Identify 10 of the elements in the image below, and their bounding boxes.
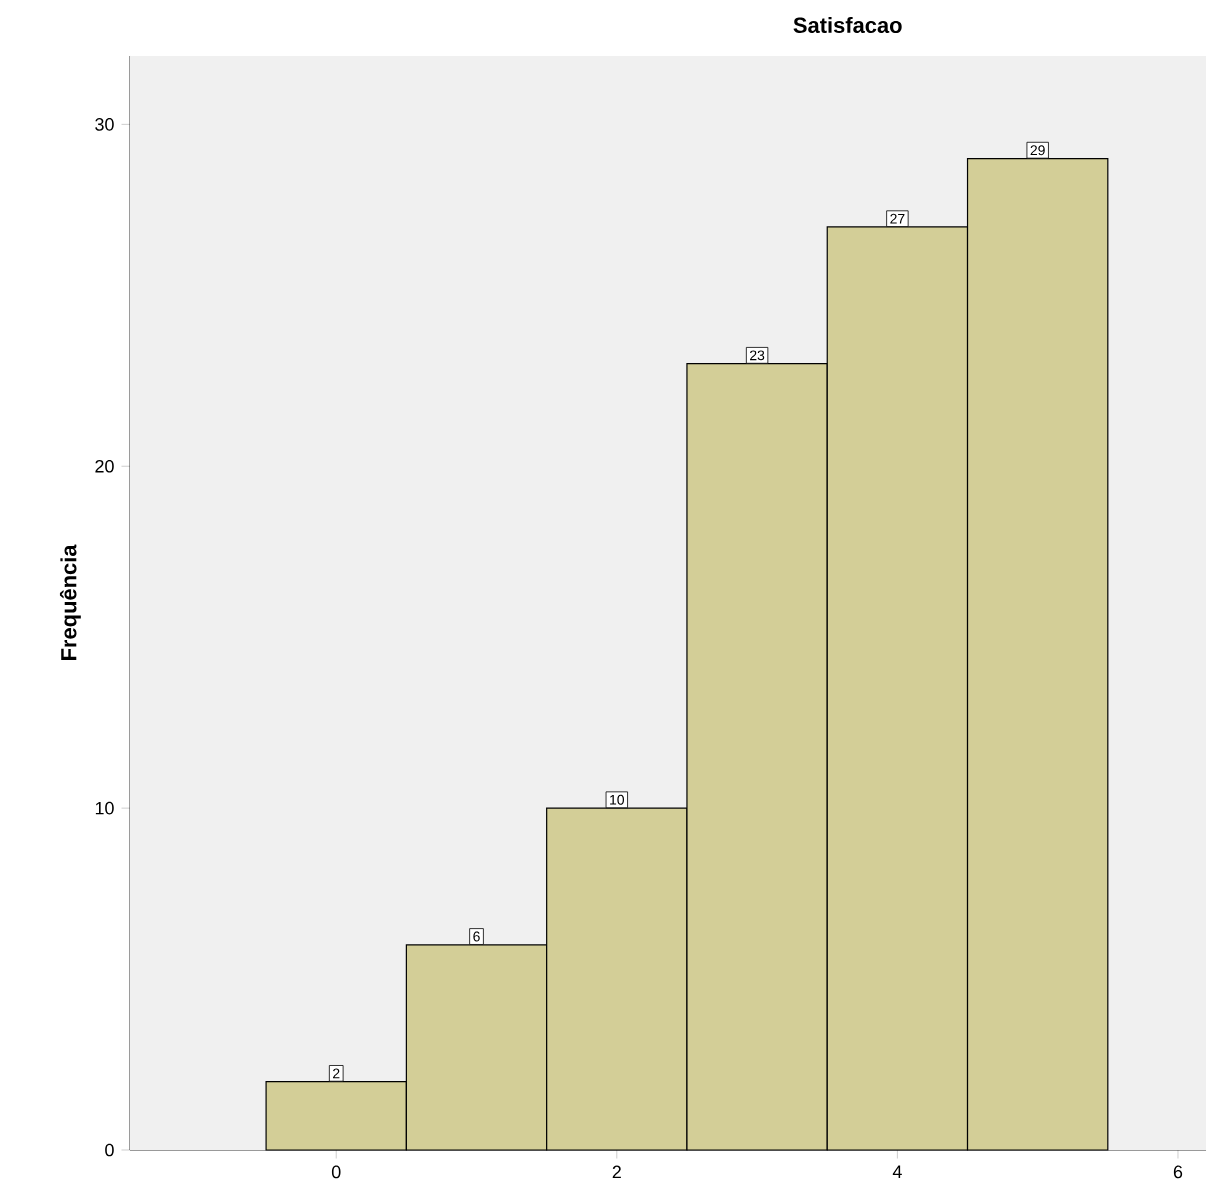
y-tick-label: 30 xyxy=(95,118,114,131)
x-tick-label: 6 xyxy=(1173,1165,1183,1179)
x-tick-label: 0 xyxy=(331,1165,341,1179)
y-tick-label: 10 xyxy=(95,801,114,815)
x-tick-label: 2 xyxy=(612,1165,621,1179)
y-tick-label: 20 xyxy=(95,459,114,473)
y-axis-title: Frequência xyxy=(59,544,81,660)
x-tick-label: 4 xyxy=(892,1165,902,1178)
chart-title: Satisfacao xyxy=(793,16,902,33)
y-tick-label: 0 xyxy=(105,1143,114,1157)
